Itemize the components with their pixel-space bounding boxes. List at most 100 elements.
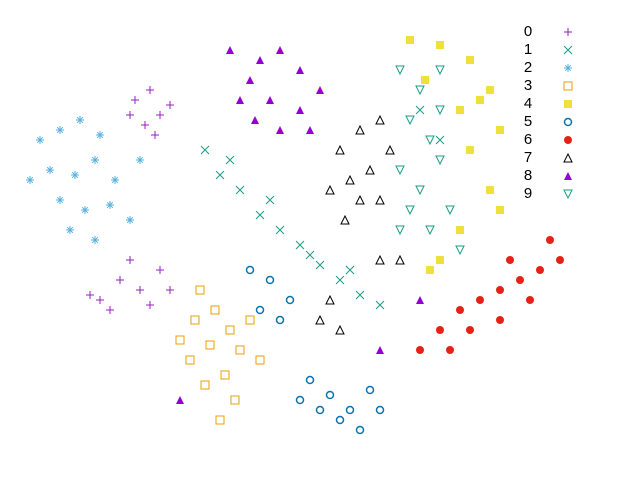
scatter-point: [456, 106, 464, 114]
scatter-point: [506, 256, 514, 264]
scatter-point: [66, 226, 74, 234]
scatter-point: [416, 296, 424, 304]
scatter-point: [375, 114, 385, 125]
scatter-point: [210, 305, 220, 315]
scatter-point: [425, 135, 435, 146]
legend-label: 9: [524, 185, 532, 202]
scatter-point: [106, 201, 114, 209]
scatter-point: [235, 185, 245, 195]
legend-label: 7: [524, 149, 532, 166]
scatter-point: [46, 166, 54, 174]
scatter-point: [436, 256, 444, 264]
scatter-point: [486, 86, 494, 94]
legend-marker: [563, 81, 573, 91]
scatter-point: [195, 285, 205, 295]
legend-label: 2: [524, 59, 532, 76]
scatter-point: [325, 294, 335, 305]
scatter-point: [205, 340, 215, 350]
legend-label: 0: [524, 23, 532, 40]
legend-marker: [563, 189, 573, 200]
scatter-point: [200, 145, 210, 155]
scatter-point: [275, 225, 285, 235]
scatter-point: [156, 266, 164, 274]
scatter-point: [375, 194, 385, 205]
scatter-point: [86, 291, 94, 299]
scatter-point: [436, 326, 444, 334]
scatter-point: [395, 165, 405, 176]
scatter-point: [190, 315, 200, 325]
scatter-point: [375, 254, 385, 265]
scatter-point: [91, 236, 99, 244]
scatter-point: [435, 135, 445, 145]
scatter-point: [295, 395, 305, 405]
scatter-point: [526, 296, 534, 304]
scatter-point: [496, 126, 504, 134]
scatter-point: [335, 275, 345, 285]
scatter-point: [265, 275, 275, 285]
scatter-point: [435, 155, 445, 166]
scatter-point: [255, 305, 265, 315]
scatter-point: [251, 116, 259, 124]
scatter-point: [285, 295, 295, 305]
scatter-point: [276, 46, 284, 54]
scatter-point: [81, 206, 89, 214]
scatter-point: [355, 194, 365, 205]
scatter-point: [385, 144, 395, 155]
scatter-point: [215, 170, 225, 180]
scatter-point: [335, 324, 345, 335]
scatter-point: [226, 46, 234, 54]
scatter-point: [106, 306, 114, 314]
scatter-point: [126, 256, 134, 264]
scatter-point: [325, 390, 335, 400]
scatter-point: [466, 326, 474, 334]
scatter-point: [536, 266, 544, 274]
scatter-point: [200, 380, 210, 390]
scatter-point: [486, 186, 494, 194]
scatter-point: [265, 195, 275, 205]
legend-marker: [564, 64, 572, 72]
scatter-point: [426, 266, 434, 274]
scatter-point: [295, 240, 305, 250]
scatter-point: [376, 346, 384, 354]
scatter-point: [76, 116, 84, 124]
scatter-point: [375, 300, 385, 310]
scatter-point: [91, 156, 99, 164]
scatter-point: [365, 385, 375, 395]
scatter-point: [355, 124, 365, 135]
scatter-point: [355, 290, 365, 300]
legend-label: 3: [524, 77, 532, 94]
legend-marker: [564, 100, 572, 108]
scatter-point: [455, 245, 465, 256]
scatter-point: [26, 176, 34, 184]
scatter-point: [315, 405, 325, 415]
scatter-point: [225, 155, 235, 165]
scatter-point: [56, 126, 64, 134]
scatter-point: [306, 126, 314, 134]
scatter-point: [315, 260, 325, 270]
scatter-point: [415, 185, 425, 196]
scatter-point: [415, 105, 425, 115]
scatter-point: [225, 325, 235, 335]
scatter-point: [425, 225, 435, 236]
scatter-point: [136, 286, 144, 294]
scatter-point: [325, 184, 335, 195]
scatter-point: [246, 76, 254, 84]
scatter-point: [496, 206, 504, 214]
scatter-point: [255, 210, 265, 220]
scatter-point: [395, 65, 405, 76]
scatter-point: [136, 156, 144, 164]
scatter-point: [245, 315, 255, 325]
scatter-point: [146, 86, 154, 94]
scatter-point: [296, 106, 304, 114]
scatter-point: [556, 256, 564, 264]
legend-marker: [563, 45, 573, 55]
scatter-point: [315, 314, 325, 325]
scatter-point: [546, 236, 554, 244]
legend-label: 5: [524, 113, 532, 130]
scatter-point: [176, 396, 184, 404]
legend-label: 6: [524, 131, 532, 148]
scatter-point: [236, 96, 244, 104]
scatter-point: [365, 164, 375, 175]
scatter-point: [131, 96, 139, 104]
